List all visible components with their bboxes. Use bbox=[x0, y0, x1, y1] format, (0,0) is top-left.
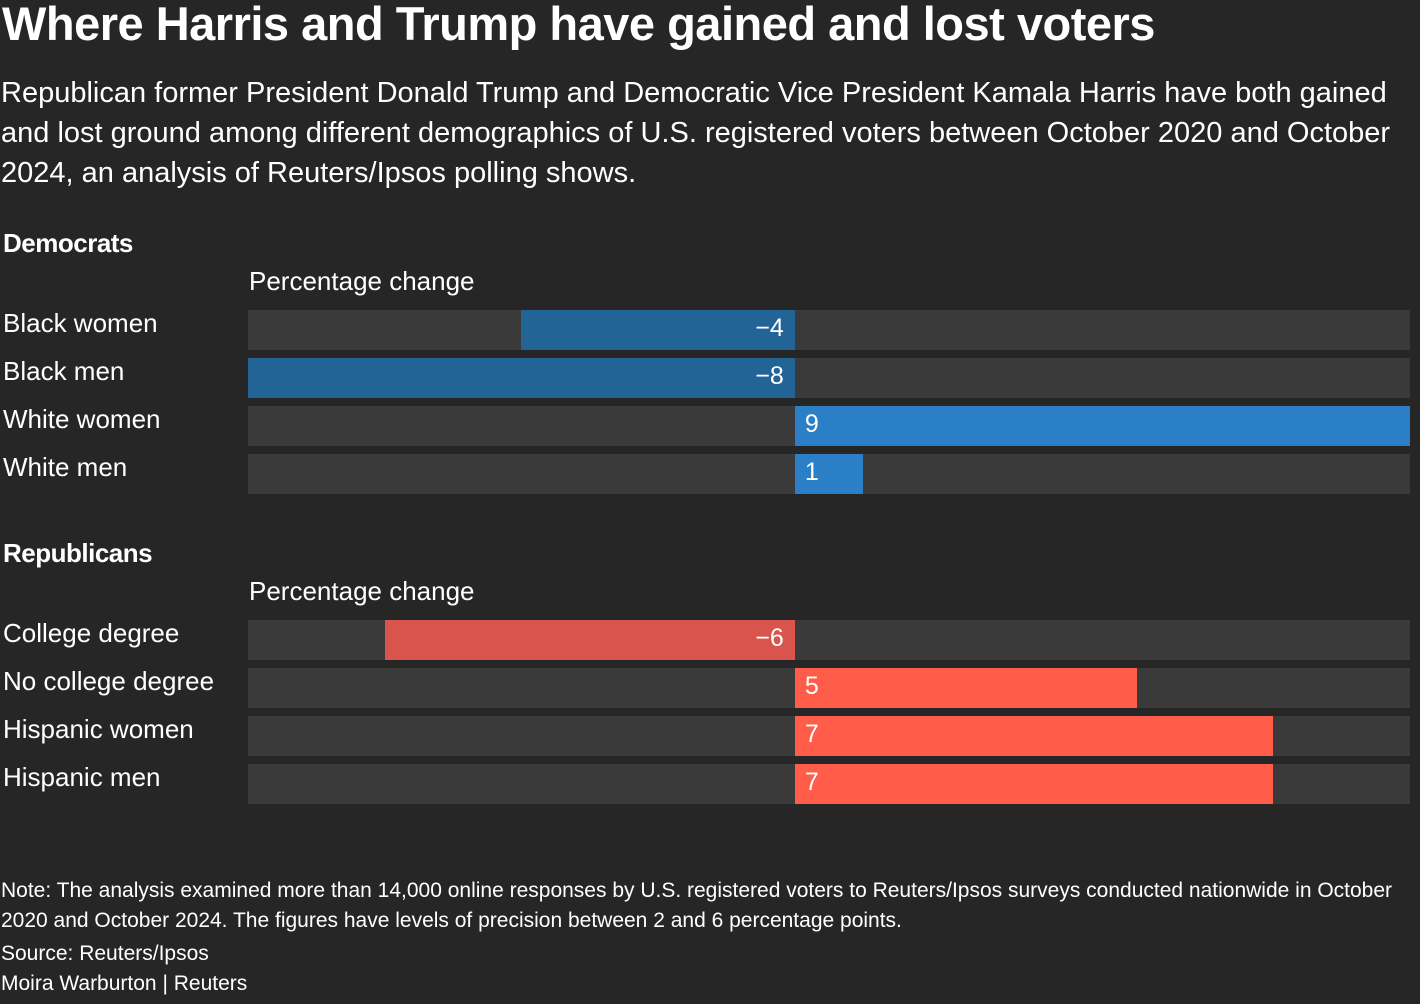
category-label: Hispanic men bbox=[3, 762, 161, 792]
bar-track: 9 bbox=[248, 406, 1410, 446]
chart-title: Where Harris and Trump have gained and l… bbox=[2, 0, 1155, 50]
data-label: 7 bbox=[804, 768, 819, 796]
bar-row: White women 9 bbox=[0, 404, 1420, 446]
data-label: 1 bbox=[804, 458, 819, 486]
panel-title: Democrats bbox=[3, 228, 133, 258]
bar-row: Hispanic men 7 bbox=[0, 762, 1420, 804]
bar-track: 7 bbox=[248, 764, 1410, 804]
source: Source: Reuters/Ipsos bbox=[1, 942, 209, 965]
bar-row: White men 1 bbox=[0, 452, 1420, 494]
data-label: 9 bbox=[804, 410, 819, 438]
footnote: Note: The analysis examined more than 14… bbox=[1, 879, 1393, 932]
bar-row: Black women −4 bbox=[0, 308, 1420, 350]
bar-row: Black men −8 bbox=[0, 356, 1420, 398]
bar: −4 bbox=[521, 310, 795, 350]
bar-track: −8 bbox=[248, 358, 1410, 398]
data-label: 5 bbox=[804, 672, 819, 700]
category-label: Hispanic women bbox=[3, 714, 194, 744]
bar-row: Hispanic women 7 bbox=[0, 714, 1420, 756]
x-axis-label: Percentage change bbox=[249, 576, 475, 606]
credit: Moira Warburton | Reuters bbox=[1, 972, 248, 995]
bar-track: 5 bbox=[248, 668, 1410, 708]
category-label: College degree bbox=[3, 618, 180, 648]
x-axis-label: Percentage change bbox=[249, 266, 475, 296]
bar: −8 bbox=[248, 358, 795, 398]
bar: 7 bbox=[794, 716, 1274, 756]
chart-subtitle: Republican former President Donald Trump… bbox=[1, 77, 1391, 189]
bar-row: No college degree 5 bbox=[0, 666, 1420, 708]
data-label: −4 bbox=[755, 314, 784, 342]
panel-title: Republicans bbox=[3, 538, 153, 568]
bar: 7 bbox=[794, 764, 1274, 804]
data-label: 7 bbox=[804, 720, 819, 748]
bar-track: 7 bbox=[248, 716, 1410, 756]
category-label: No college degree bbox=[3, 666, 215, 696]
bar: 1 bbox=[794, 454, 864, 494]
data-label: −8 bbox=[755, 362, 784, 390]
bar-track: 1 bbox=[248, 454, 1410, 494]
category-label: White men bbox=[3, 452, 128, 482]
bar-track: −4 bbox=[248, 310, 1410, 350]
bar-row: College degree −6 bbox=[0, 618, 1420, 660]
bar: −6 bbox=[384, 620, 795, 660]
category-label: Black men bbox=[3, 356, 125, 386]
bar-track: −6 bbox=[248, 620, 1410, 660]
category-label: Black women bbox=[3, 308, 158, 338]
category-label: White women bbox=[3, 404, 161, 434]
bar: 9 bbox=[794, 406, 1410, 446]
bar: 5 bbox=[794, 668, 1137, 708]
data-label: −6 bbox=[755, 624, 784, 652]
